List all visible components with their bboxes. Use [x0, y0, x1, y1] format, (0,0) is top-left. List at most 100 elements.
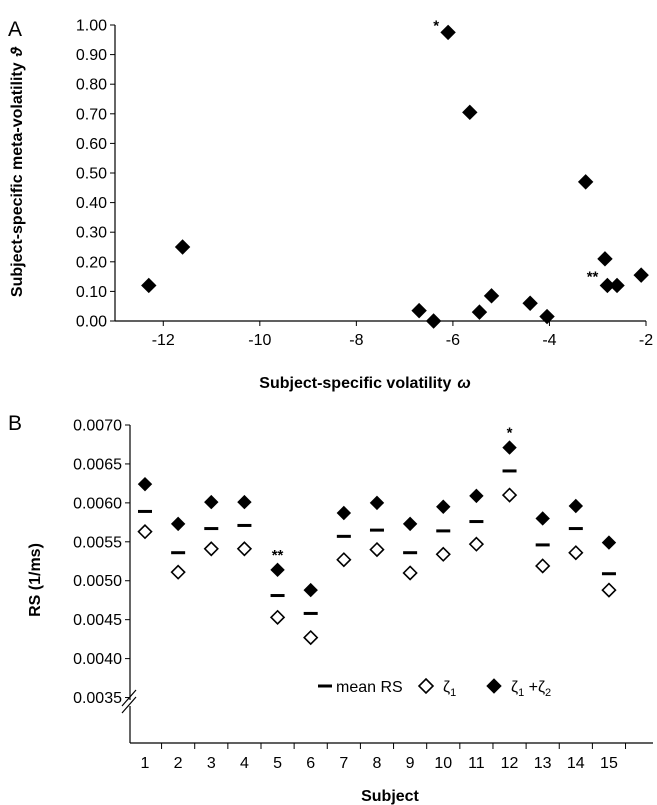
x-tick-label: 1 [141, 755, 150, 772]
scatter-point [411, 302, 427, 319]
y-tick-label: 0.30 [76, 225, 107, 242]
x-tick-label: 4 [240, 755, 249, 772]
zeta1-point [435, 546, 451, 562]
panel-a-axes [114, 25, 646, 322]
zeta12-point [568, 498, 584, 514]
scatter-point [633, 267, 649, 283]
x-tick-label: -12 [152, 332, 175, 349]
panel-b-x-axis-title: Subject [361, 788, 419, 805]
zeta12-point [402, 516, 418, 532]
scatter-point [174, 239, 191, 255]
scatter-point [462, 104, 478, 121]
y-tick-label: 0.70 [76, 106, 107, 123]
zeta1-point [369, 541, 385, 558]
x-tick-label: 13 [534, 755, 552, 772]
y-tick-label: 0.0055 [73, 534, 122, 551]
x-tick-label: 2 [174, 755, 183, 772]
legend-mean-label: mean RS [336, 679, 403, 696]
x-tick-label: 8 [373, 755, 382, 772]
y-tick-label: 0.80 [76, 77, 107, 94]
panel-a-x-axis-title: Subject-specific volatility ω [259, 375, 470, 392]
panel-a-letter: A [8, 18, 22, 41]
panel-b-letter: B [8, 412, 22, 435]
scatter-point [141, 277, 157, 294]
zeta1-point [501, 487, 518, 503]
zeta1-point [236, 541, 253, 557]
zeta1-point [170, 564, 186, 580]
panel-b: B 0.00350.00400.00450.00500.00550.00600.… [8, 412, 653, 805]
scatter-point [597, 251, 613, 267]
zeta1-point [203, 541, 219, 557]
zeta1-point [137, 524, 153, 540]
legend-zeta1-label: ζ1 [443, 679, 456, 699]
zeta12-point [535, 511, 550, 526]
legend-zeta12-marker [486, 678, 502, 694]
significance-marker: * [507, 425, 513, 442]
x-tick-label: -2 [639, 332, 653, 349]
x-tick-label: 12 [501, 755, 519, 772]
y-tick-label: 0.00 [76, 314, 107, 331]
legend-zeta1-marker [417, 677, 435, 695]
x-tick-label: 14 [567, 755, 585, 772]
scatter-point [425, 313, 442, 329]
significance-marker: ** [587, 268, 599, 285]
y-tick-label: 0.0065 [73, 456, 122, 473]
panel-a-points: *** [141, 17, 649, 329]
x-tick-label: -10 [248, 332, 271, 349]
zeta12-point [469, 488, 484, 504]
y-tick-label: 0.50 [76, 166, 107, 183]
zeta1-point [269, 609, 286, 625]
zeta12-point [601, 535, 617, 550]
x-tick-label: 5 [273, 755, 282, 772]
panel-a-y-axis-title: Subject-specific meta-volatilityϑ [9, 46, 26, 297]
y-tick-label: 0.0060 [73, 495, 122, 512]
x-tick-label: 10 [434, 755, 452, 772]
y-tick-label: 0.90 [76, 47, 107, 64]
y-tick-label: 0.0045 [73, 612, 122, 629]
panel-b-x-ticks: 1 2 3 4 5 6 7 8 9 10 11 12 13 14 15 [141, 743, 627, 772]
zeta12-point [502, 440, 517, 455]
y-tick-label: 0.20 [76, 254, 107, 271]
y-tick-label: 0.0035 [73, 690, 122, 707]
panel-b-legend: mean RS ζ1 ζ1 +ζ2 [318, 677, 551, 699]
scatter-point [483, 288, 500, 304]
y-tick-label: 1.00 [76, 18, 107, 35]
panel-b-y-ticks: 0.0035 0.0040 0.0045 0.0050 0.0055 0.0060 0.00… [73, 418, 130, 707]
zeta1-point [336, 552, 352, 568]
zeta1-point [535, 558, 551, 574]
x-tick-label: -8 [349, 332, 363, 349]
axis-break-mark-2 [121, 696, 137, 714]
zeta12-point [170, 516, 186, 532]
zeta1-point [303, 629, 319, 646]
zeta12-point [137, 476, 153, 492]
panel-b-marks: *** [137, 425, 617, 646]
x-tick-label: 7 [339, 755, 348, 772]
y-tick-label: 0.0050 [73, 573, 122, 590]
zeta12-point [436, 499, 451, 514]
zeta12-point [303, 582, 318, 598]
zeta12-point [237, 494, 252, 510]
x-tick-label: -6 [446, 332, 460, 349]
panel-b-y-axis-title: RS (1/ms) [27, 543, 44, 617]
scatter-point [577, 174, 594, 190]
zeta1-point [568, 545, 584, 561]
y-tick-label: 0.10 [76, 284, 107, 301]
panel-b-axes [121, 425, 653, 744]
x-tick-label: 15 [600, 755, 618, 772]
scatter-point [609, 277, 625, 294]
scatter-point [539, 308, 555, 325]
zeta1-point [601, 582, 617, 598]
x-tick-label: 11 [468, 755, 485, 772]
y-tick-label: 0.0070 [73, 418, 122, 435]
legend-zeta12-label: ζ1 +ζ2 [511, 679, 551, 699]
zeta12-point [204, 494, 219, 510]
zeta12-point [270, 562, 285, 578]
zeta1-point [402, 565, 418, 581]
x-tick-label: 6 [306, 755, 315, 772]
y-tick-label: 0.0040 [73, 651, 122, 668]
x-tick-label: 3 [207, 755, 216, 772]
panel-a-x-ticks: -12 -10 -8 -6 -4 -2 [152, 321, 653, 349]
y-tick-label: 0.60 [76, 136, 107, 153]
panel-a: A 0.000.100.200.300.400.500.600.700.800.… [8, 17, 653, 392]
